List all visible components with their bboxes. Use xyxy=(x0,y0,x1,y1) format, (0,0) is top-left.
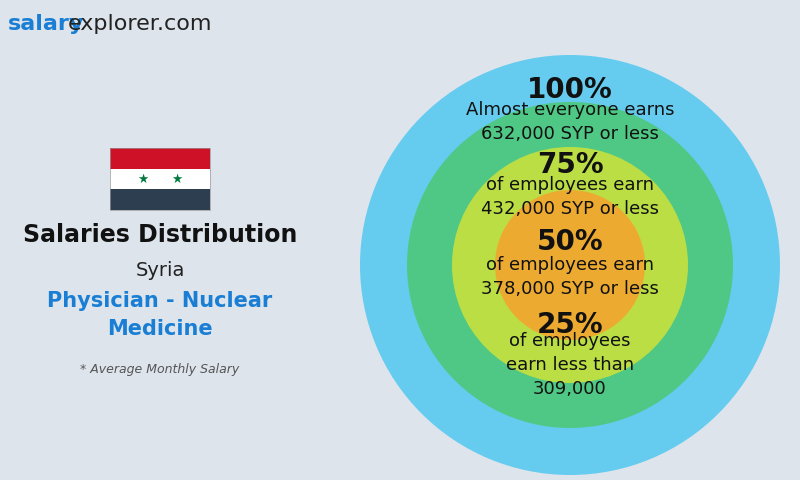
Text: Physician - Nuclear
Medicine: Physician - Nuclear Medicine xyxy=(47,291,273,339)
Text: Salaries Distribution: Salaries Distribution xyxy=(23,223,297,247)
Text: 75%: 75% xyxy=(537,151,603,179)
Text: ★: ★ xyxy=(138,172,149,185)
Bar xyxy=(110,148,210,210)
Text: 25%: 25% xyxy=(537,311,603,339)
Text: salary: salary xyxy=(8,14,84,34)
Bar xyxy=(110,168,210,189)
Ellipse shape xyxy=(407,102,733,428)
Bar xyxy=(110,189,210,210)
Text: Syria: Syria xyxy=(135,261,185,279)
Text: of employees earn
378,000 SYP or less: of employees earn 378,000 SYP or less xyxy=(481,256,659,298)
Text: explorer.com: explorer.com xyxy=(68,14,213,34)
Text: * Average Monthly Salary: * Average Monthly Salary xyxy=(80,363,240,376)
Ellipse shape xyxy=(452,147,688,383)
Ellipse shape xyxy=(360,55,780,475)
Text: ★: ★ xyxy=(171,172,182,185)
Text: of employees
earn less than
309,000: of employees earn less than 309,000 xyxy=(506,332,634,397)
Bar xyxy=(110,148,210,168)
Text: Almost everyone earns
632,000 SYP or less: Almost everyone earns 632,000 SYP or les… xyxy=(466,101,674,143)
Text: 100%: 100% xyxy=(527,76,613,104)
Text: of employees earn
432,000 SYP or less: of employees earn 432,000 SYP or less xyxy=(481,176,659,218)
Ellipse shape xyxy=(495,190,645,340)
Text: 50%: 50% xyxy=(537,228,603,256)
